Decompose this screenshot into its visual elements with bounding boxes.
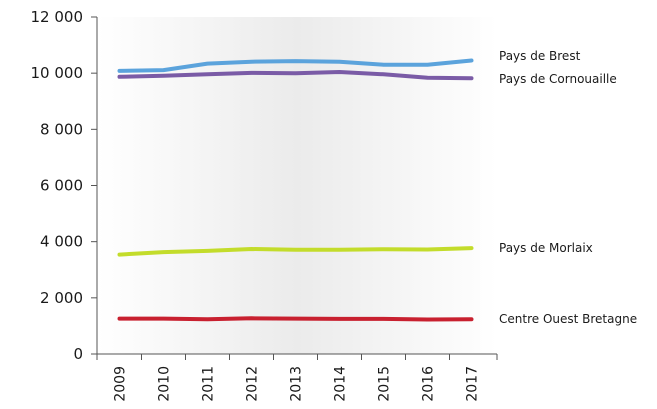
x-tick-label: 2010 bbox=[157, 366, 173, 402]
x-tick-label: 2014 bbox=[333, 366, 349, 402]
x-tick-label: 2016 bbox=[421, 366, 437, 402]
series-line bbox=[117, 246, 474, 257]
series-line bbox=[117, 58, 474, 73]
x-tick-label: 2009 bbox=[113, 366, 129, 402]
series-labels: Pays de Brest Pays de Cornouaille Pays de … bbox=[499, 49, 637, 326]
y-tick-label: 4 000 bbox=[40, 233, 83, 251]
y-tick-label: 12 000 bbox=[31, 8, 84, 26]
x-tick-label: 2015 bbox=[377, 366, 393, 402]
x-tick-label: 2011 bbox=[201, 366, 217, 402]
plot-area bbox=[97, 17, 497, 354]
series-label: Pays de Brest bbox=[499, 49, 581, 63]
y-tick-label: 2 000 bbox=[40, 289, 83, 307]
y-axis-ticks: 0 2 000 4 000 6 000 8 000 10 000 12 000 bbox=[31, 8, 97, 363]
y-tick-label: 0 bbox=[73, 345, 83, 363]
x-tick-label: 2013 bbox=[289, 366, 305, 402]
series-line bbox=[117, 70, 474, 81]
y-tick-label: 8 000 bbox=[40, 120, 83, 138]
series-label: Pays de Morlaix bbox=[499, 241, 593, 255]
series-line bbox=[117, 316, 474, 322]
x-tick-label: 2017 bbox=[465, 366, 481, 402]
series-lines bbox=[117, 58, 474, 322]
x-axis-ticks: 2009 2010 2011 2012 2013 2014 2015 2016 2017 bbox=[96, 354, 498, 402]
y-tick-label: 6 000 bbox=[40, 177, 83, 195]
x-tick-label: 2012 bbox=[245, 366, 261, 402]
series-label: Pays de Cornouaille bbox=[499, 72, 617, 86]
y-tick-label: 10 000 bbox=[31, 64, 84, 82]
series-label: Centre Ouest Bretagne bbox=[499, 312, 637, 326]
